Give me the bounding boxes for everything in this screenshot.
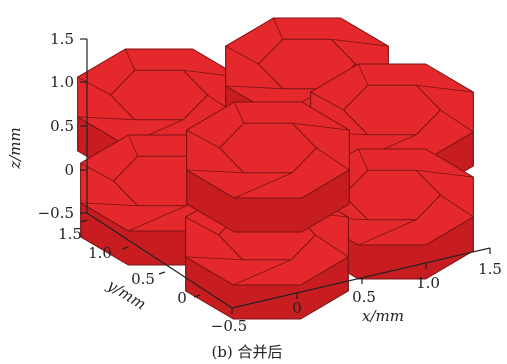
x-axis-label: x/mm xyxy=(362,307,404,325)
grain-edge xyxy=(440,109,474,133)
grain-edge xyxy=(292,122,350,131)
grain-edge xyxy=(357,148,369,171)
grain-edge xyxy=(358,219,417,246)
grain-edge xyxy=(77,76,111,96)
z-axis-label: z/mm xyxy=(6,127,24,169)
grain-edge xyxy=(225,45,259,65)
z-tick-label: 0.5 xyxy=(50,117,74,135)
figure-caption: (b) 合并后 xyxy=(211,343,282,361)
grain-cluster xyxy=(77,17,474,320)
grain-edge xyxy=(416,169,474,178)
grain-edge xyxy=(186,129,220,149)
y-tick-mark xyxy=(193,294,201,298)
y-tick-mark xyxy=(80,219,88,223)
x-tick-label: −0.5 xyxy=(211,317,247,335)
x-axis-line xyxy=(231,247,491,309)
y-axis-line xyxy=(86,212,233,309)
grain-edge xyxy=(128,205,187,232)
x-axis: −0.5 0 0.5 1.0 1.5 x/mm xyxy=(211,247,502,335)
x-tick-label: 0 xyxy=(292,299,302,317)
z-tick-label: 1.0 xyxy=(50,73,74,91)
y-tick-label: 0 xyxy=(177,289,187,307)
y-tick-label: 1.5 xyxy=(58,225,82,243)
y-tick-label: 1.0 xyxy=(88,244,112,262)
grain-edge xyxy=(316,147,350,171)
grain-edge xyxy=(315,234,349,258)
grain-edge xyxy=(186,169,244,174)
grain-edge xyxy=(124,48,136,71)
grain-edge xyxy=(225,85,283,90)
z-tick-label: −0.5 xyxy=(38,204,74,222)
grain-edge xyxy=(233,101,245,124)
grain-edge xyxy=(80,202,138,207)
grain-edge xyxy=(331,38,389,47)
grain-edge xyxy=(272,17,284,40)
grain-edge xyxy=(440,194,474,218)
grain-edge xyxy=(127,134,139,157)
y-tick-mark xyxy=(121,246,129,250)
y-tick-label: 0.5 xyxy=(131,270,155,288)
x-tick-label: 0.5 xyxy=(352,288,376,306)
z-tick-label: 0 xyxy=(64,161,74,179)
z-axis: 1.5 1.0 0.5 0 −0.5 z/mm xyxy=(6,30,88,222)
grain-edge xyxy=(185,216,219,236)
grain-edge xyxy=(234,172,293,199)
y-axis: 1.5 1.0 0.5 0 y/mm xyxy=(58,212,233,314)
grain-front-center xyxy=(186,101,350,233)
grain-edge xyxy=(185,256,243,261)
grain-edge xyxy=(416,84,474,93)
y-tick-mark xyxy=(158,271,166,275)
x-tick-label: 1.0 xyxy=(416,274,440,292)
x-tick-label: 1.5 xyxy=(478,260,502,278)
grain-edge xyxy=(357,63,369,86)
grain-edge xyxy=(80,162,114,182)
grain-edge xyxy=(233,259,292,286)
z-tick-label: 1.5 xyxy=(50,30,74,48)
grain-edge xyxy=(310,91,344,111)
